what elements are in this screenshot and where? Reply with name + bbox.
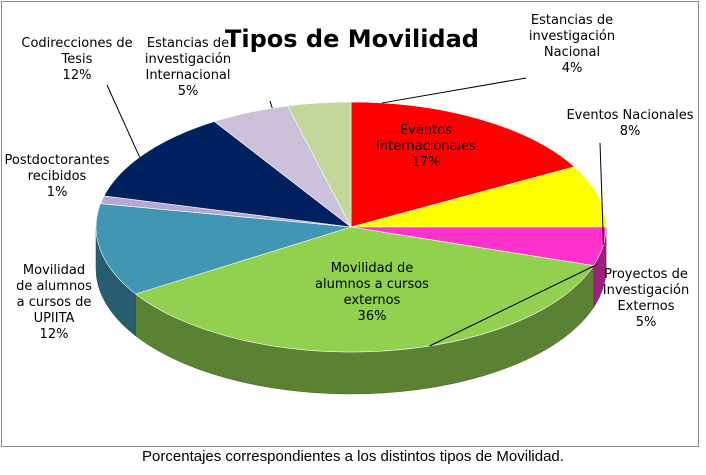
leader-line-2 [429,263,599,347]
pie-slice-6 [103,121,353,228]
pie-slice-0 [350,101,576,228]
slice-label-6: Codirecciones de Tesis 12% [21,36,132,83]
slice-label-7: Estancias de investigación Internacional 5% [145,36,231,99]
chart-title: Tipos de Movilidad [225,25,479,53]
pie-chart: Eventos Internacionales 17% Eventos Naciona… [4,13,694,395]
slice-label-5: Postdoctorantes recibidos 1% [4,153,109,200]
slice-labels: Eventos Internacionales 17% Eventos Naciona… [4,13,693,342]
pie-slice-4 [95,203,352,295]
figure-caption: Porcentajes correspondientes a los disti… [142,448,564,465]
leader-lines [106,77,605,347]
chart-frame: Eventos Internacionales 17% Eventos Naciona… [1,1,699,447]
pie-slice-8 [287,101,352,228]
slice-label-0: Eventos Internacionales 17% [376,123,476,170]
slice-label-4: Movilidad de alumnos a cursos de UPIITA 12% [16,263,92,342]
slice-label-1: Eventos Nacionales 8% [566,108,693,139]
pie-slices [95,101,607,353]
leader-line-6 [106,84,141,158]
pie-slice-1 [350,166,607,228]
leader-line-1 [599,142,605,245]
slice-label-3: Movilidad de alumnos a cursos externos 36% [315,261,429,324]
leader-line-7 [269,100,273,109]
leader-line-8 [381,77,527,104]
pie-slice-3 [135,226,595,353]
slice-label-8: Estancias de investigación Nacional 4% [529,13,615,76]
slice-label-2: Proyectos de Investigación Externos 5% [603,267,689,330]
